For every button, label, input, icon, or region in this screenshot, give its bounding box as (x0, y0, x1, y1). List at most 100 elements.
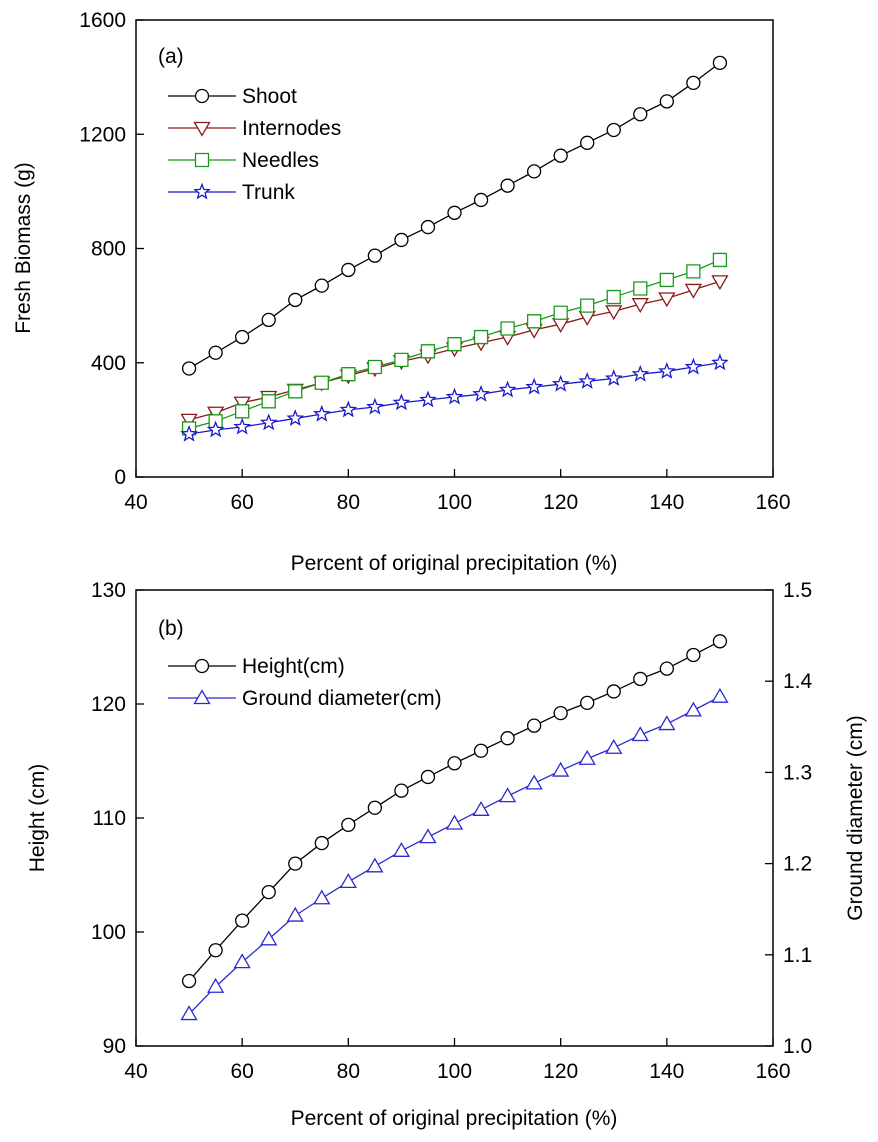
panel-b-point-ground-diameter-cm-90 (392, 842, 411, 857)
panel-a-y-tick-label-400: 400 (91, 352, 126, 375)
panel-a-point-trunk-140 (657, 362, 676, 379)
panel-b-y-tick-label-120: 120 (91, 693, 126, 716)
panel-b-point-height-cm-115 (526, 718, 542, 733)
panel-a-legend-marker-trunk (193, 182, 211, 200)
panel-b-point-height-cm-90 (394, 783, 409, 798)
panel-a-point-shoot-150 (712, 55, 728, 70)
panel-a-point-trunk-50 (180, 424, 198, 442)
panel-a-point-internodes-55 (206, 406, 225, 422)
panel-a-point-shoot-95 (420, 219, 436, 235)
panel-a-point-needles-125 (580, 298, 595, 313)
panel-a-point-shoot-105 (473, 192, 489, 208)
panel-b-y-tick-label-100: 100 (91, 921, 126, 944)
panel-a-point-trunk-135 (631, 364, 650, 382)
panel-a-point-shoot-110 (500, 178, 515, 193)
panel-b-legend-marker-ground-diameter-cm (193, 689, 211, 705)
panel-a-point-shoot-90 (394, 232, 409, 248)
panel-b-point-height-cm-140 (659, 661, 674, 676)
panel-a-y-tick-label-800: 800 (91, 238, 126, 261)
panel-a-point-shoot-145 (686, 75, 701, 90)
panel-a-point-internodes-135 (631, 298, 649, 313)
panel-a-label: (a) (158, 45, 184, 68)
panel-a-x-tick-label-60: 60 (230, 491, 253, 514)
panel-b-point-height-cm-120 (553, 705, 568, 721)
panel-a-plot-frame (135, 19, 774, 478)
panel-a-legend-label-needles: Needles (242, 149, 319, 172)
panel-a-legend-label-shoot: Shoot (242, 85, 297, 108)
panel-a-point-trunk-65 (259, 413, 278, 431)
panel-a-point-shoot-80 (341, 262, 356, 278)
panel-a-point-internodes-140 (658, 292, 676, 308)
panel-a-point-trunk-145 (684, 357, 703, 375)
panel-b-y-axis-title: Height (cm) (26, 764, 49, 873)
panel-b-point-ground-diameter-cm-120 (552, 761, 570, 777)
panel-b-legend-label-height-cm: Height(cm) (242, 655, 345, 678)
panel-b-y-tick-label-110: 110 (93, 807, 126, 830)
panel-b-point-ground-diameter-cm-145 (684, 701, 703, 717)
panel-b-point-ground-diameter-cm-65 (260, 930, 278, 946)
panel-a-y-tick-label-1600: 1600 (79, 9, 126, 32)
panel-a-point-shoot-100 (447, 205, 462, 220)
panel-a-x-tick-label-120: 120 (543, 491, 578, 514)
panel-b-x-tick-label-120: 120 (543, 1060, 578, 1083)
panel-b-point-ground-diameter-cm-115 (525, 774, 543, 790)
panel-b-point-ground-diameter-cm-80 (339, 873, 357, 888)
panel-a-point-needles-100 (447, 337, 462, 352)
panel-a-legend-marker-shoot (194, 88, 210, 104)
panel-a-x-axis-title: Percent of original precipitation (%) (291, 552, 618, 575)
panel-a-point-shoot-140 (659, 94, 674, 109)
panel-a-point-trunk-120 (551, 374, 570, 392)
panel-a-point-internodes-145 (684, 283, 703, 299)
panel-b-point-ground-diameter-cm-55 (206, 977, 225, 993)
panel-b-x-tick-label-80: 80 (337, 1060, 360, 1083)
panel-a-point-shoot-60 (235, 329, 250, 345)
panel-b-y-tick-label-130: 130 (91, 579, 126, 602)
panel-b-height-diameter: 40 60 80 100 120 140 160 90 100 110 120 130 1.0 1.1 1.… (26, 579, 867, 1130)
panel-b-x-axis-title: Percent of original precipitation (%) (291, 1107, 618, 1130)
panel-b-point-height-cm-130 (606, 684, 621, 699)
panel-b-y-right-tick-label-1-3: 1.3 (783, 761, 812, 784)
panel-b-y-right-tick-label-1-4: 1.4 (783, 670, 813, 693)
panel-a-point-trunk-90 (392, 393, 411, 411)
panel-b-point-height-cm-65 (261, 884, 276, 900)
panel-a-point-trunk-80 (339, 400, 358, 418)
panel-a-point-needles-130 (606, 289, 621, 305)
panel-a-point-shoot-70 (288, 292, 303, 308)
panel-a-point-needles-70 (288, 384, 303, 399)
panel-b-x-tick-label-160: 160 (755, 1060, 790, 1083)
panel-a-legend-label-trunk: Trunk (242, 181, 295, 204)
panel-b-point-height-cm-75 (314, 835, 329, 851)
panel-b-point-height-cm-55 (208, 943, 223, 958)
panel-a-point-shoot-75 (314, 278, 329, 293)
panel-a-point-trunk-100 (445, 387, 464, 405)
panel-a-point-shoot-65 (261, 312, 276, 328)
panel-a-point-trunk-115 (525, 377, 543, 395)
panel-a-point-needles-110 (500, 321, 515, 336)
panel-a-point-trunk-75 (312, 404, 331, 422)
panel-a-point-internodes-60 (233, 396, 251, 412)
panel-a-point-needles-65 (261, 394, 276, 409)
panel-a-point-shoot-135 (633, 107, 648, 122)
panel-b-point-height-cm-125 (580, 695, 595, 711)
panel-b-point-height-cm-85 (367, 800, 383, 815)
panel-a-point-needles-75 (314, 375, 329, 390)
panel-b-y-right-tick-label-1-0: 1.0 (783, 1035, 812, 1058)
panel-a-point-shoot-115 (526, 164, 542, 179)
panel-b-point-ground-diameter-cm-125 (578, 749, 596, 765)
panel-a-point-needles-95 (420, 344, 436, 359)
panel-b-point-ground-diameter-cm-100 (445, 814, 464, 830)
panel-a-x-tick-label-160: 160 (755, 491, 790, 514)
panel-b-point-height-cm-135 (633, 671, 648, 687)
panel-b-point-ground-diameter-cm-95 (419, 828, 437, 844)
panel-a-x-tick-label-140: 140 (649, 491, 684, 514)
panel-b-series-line-ground-diameter-cm (188, 696, 721, 1015)
panel-b-point-height-cm-110 (500, 731, 515, 746)
panel-a-y-axis-title: Fresh Biomass (g) (12, 162, 35, 334)
panel-a-point-needles-135 (633, 281, 648, 296)
panel-a-point-needles-145 (686, 264, 701, 279)
panel-b-point-ground-diameter-cm-110 (498, 787, 517, 803)
panel-b-x-tick-label-100: 100 (437, 1060, 472, 1083)
panel-a-point-shoot-120 (553, 148, 568, 163)
